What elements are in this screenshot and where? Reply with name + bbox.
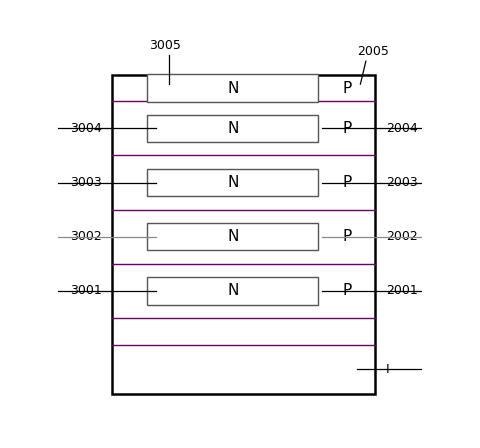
Text: N: N [227,81,239,95]
Text: 3001: 3001 [70,284,101,297]
Text: P: P [343,229,352,244]
Bar [147,115,318,142]
Text: P: P [343,81,352,95]
Text: 3002: 3002 [70,230,101,243]
Text: I: I [386,363,390,376]
Text: N: N [227,284,239,298]
Bar [147,169,318,196]
Text: N: N [227,229,239,244]
Text: 2002: 2002 [386,230,418,243]
Text: N: N [227,175,239,190]
Text: 3004: 3004 [70,122,101,135]
Text: 2003: 2003 [386,176,418,189]
Text: 3005: 3005 [149,39,181,52]
Text: 2005: 2005 [357,45,389,58]
Text: 2004: 2004 [386,122,418,135]
Text: N: N [227,121,239,136]
Text: P: P [343,175,352,190]
Bar [147,74,318,102]
Bar [147,223,318,250]
Text: 2001: 2001 [386,284,418,297]
Bar [112,75,375,394]
Bar [147,277,318,305]
Text: P: P [343,284,352,298]
Text: P: P [343,121,352,136]
Text: 3003: 3003 [70,176,101,189]
